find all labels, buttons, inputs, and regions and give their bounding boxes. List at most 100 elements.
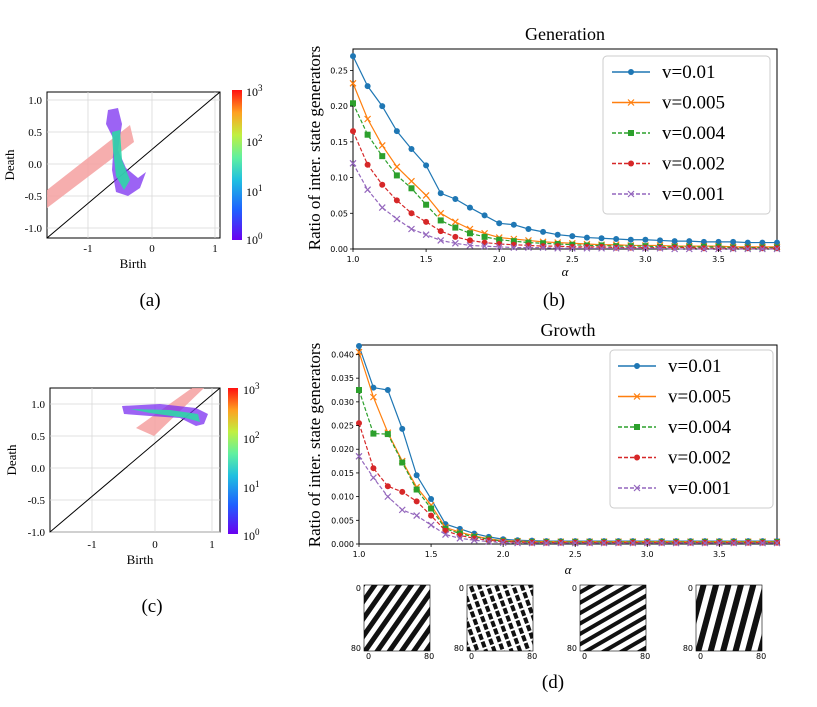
data-point [686,238,693,245]
x-tick-label: 1.5 [420,255,433,264]
data-point [598,235,605,242]
data-point [393,172,400,179]
y-tick-label: 0.000 [331,540,354,549]
cbar-c-tick-2: 101 [243,479,260,495]
data-point [470,536,478,544]
persistence-diagram-c: 1.0 0.5 0.0 -0.5 -1.0 -1 0 1 Birth Death… [4,381,260,617]
thumb-xtick: 80 [756,652,766,661]
legend-label: v=0.001 [668,478,731,499]
ytick-c-4: -1.0 [28,527,46,539]
data-point [687,539,694,547]
ytick-a-3: -0.5 [25,191,43,203]
data-point [370,384,377,391]
thumb-ytick: 0 [572,584,577,593]
data-point [598,244,605,252]
data-point [525,242,532,249]
data-point [568,244,576,252]
data-point [350,53,356,60]
data-point [364,83,371,90]
ytick-a-1: 0.5 [28,127,42,139]
legend-label: v=0.002 [662,154,725,175]
data-point [499,539,507,547]
x-tick-label: 3.5 [712,255,725,264]
data-point [658,539,666,547]
thumb-ytick: 80 [351,644,361,653]
data-point [452,233,459,240]
thumb-ytick: 80 [567,644,577,653]
data-point [356,387,362,394]
data-point [466,230,473,237]
data-point [393,215,401,223]
data-point [613,236,620,242]
data-point [685,245,693,253]
legend-label: v=0.004 [662,123,725,144]
legend-entry: v=0.004 [612,123,725,144]
data-point [629,539,637,547]
data-point [466,204,473,211]
cbar-a-tick-0: 103 [246,83,263,99]
data-point [364,161,371,168]
data-point [730,539,738,547]
data-point [612,244,620,252]
data-point [364,115,372,123]
ylabel-growth: Ratio of inter. state generators [305,343,324,547]
data-point [571,539,579,547]
pattern-thumbnail: 0 80 0 80 [454,584,537,661]
data-point [485,538,493,546]
data-point [408,185,415,192]
data-point [370,465,377,472]
xlabel-a: Birth [120,256,147,271]
data-point [715,238,722,245]
data-point [364,186,372,194]
data-point [525,226,532,232]
y-tick-label: 0.00 [330,245,348,254]
data-point [583,234,590,241]
data-point [423,201,430,208]
data-point [496,220,503,227]
points-c [122,404,208,426]
ylabel-generation: Ratio of inter. state generators [305,46,324,250]
y-tick-label: 0.20 [330,102,348,111]
data-point [427,521,435,529]
legend-marker [633,393,641,400]
data-point [370,430,377,437]
legend-marker [628,69,634,75]
xtick-c-0: -1 [87,539,96,551]
data-point [384,493,392,501]
cbar-a-tick-2: 101 [246,183,263,199]
data-point [423,218,430,225]
thumb-xtick: 80 [527,652,537,661]
data-point [656,244,664,252]
ytick-a-0: 1.0 [28,95,42,107]
legend-label: v=0.005 [662,93,725,114]
data-point [729,245,737,253]
series-v=0.01 [350,53,780,246]
data-point [657,237,664,244]
data-point [437,190,444,197]
data-point [514,539,521,546]
data-point [466,242,474,249]
data-point [451,239,459,247]
data-point [428,505,435,512]
data-point [643,539,651,547]
legend-label: v=0.004 [668,417,731,438]
data-point [759,239,766,246]
data-point [758,245,766,253]
legend-label: v=0.01 [662,62,715,83]
pattern-thumbnail: 0 80 0 80 [351,584,434,661]
data-point [437,228,444,235]
thumb-xtick: 0 [698,652,703,661]
data-point [422,192,430,199]
data-point [356,342,362,349]
highlight-band-a [47,125,134,208]
persistence-diagram-a: 1.0 0.5 0.0 -0.5 -1.0 -1 0 1 Birth Death… [2,83,263,311]
data-point [495,243,503,251]
x-tick-label: 3.0 [641,550,654,559]
cbar-a-tick-1: 102 [246,133,263,149]
generation-chart: Generation α Ratio of inter. state gener… [305,24,781,311]
data-point [408,225,415,233]
data-point [700,238,707,245]
data-point [408,146,415,152]
x-tick-label: 3.5 [713,550,726,559]
